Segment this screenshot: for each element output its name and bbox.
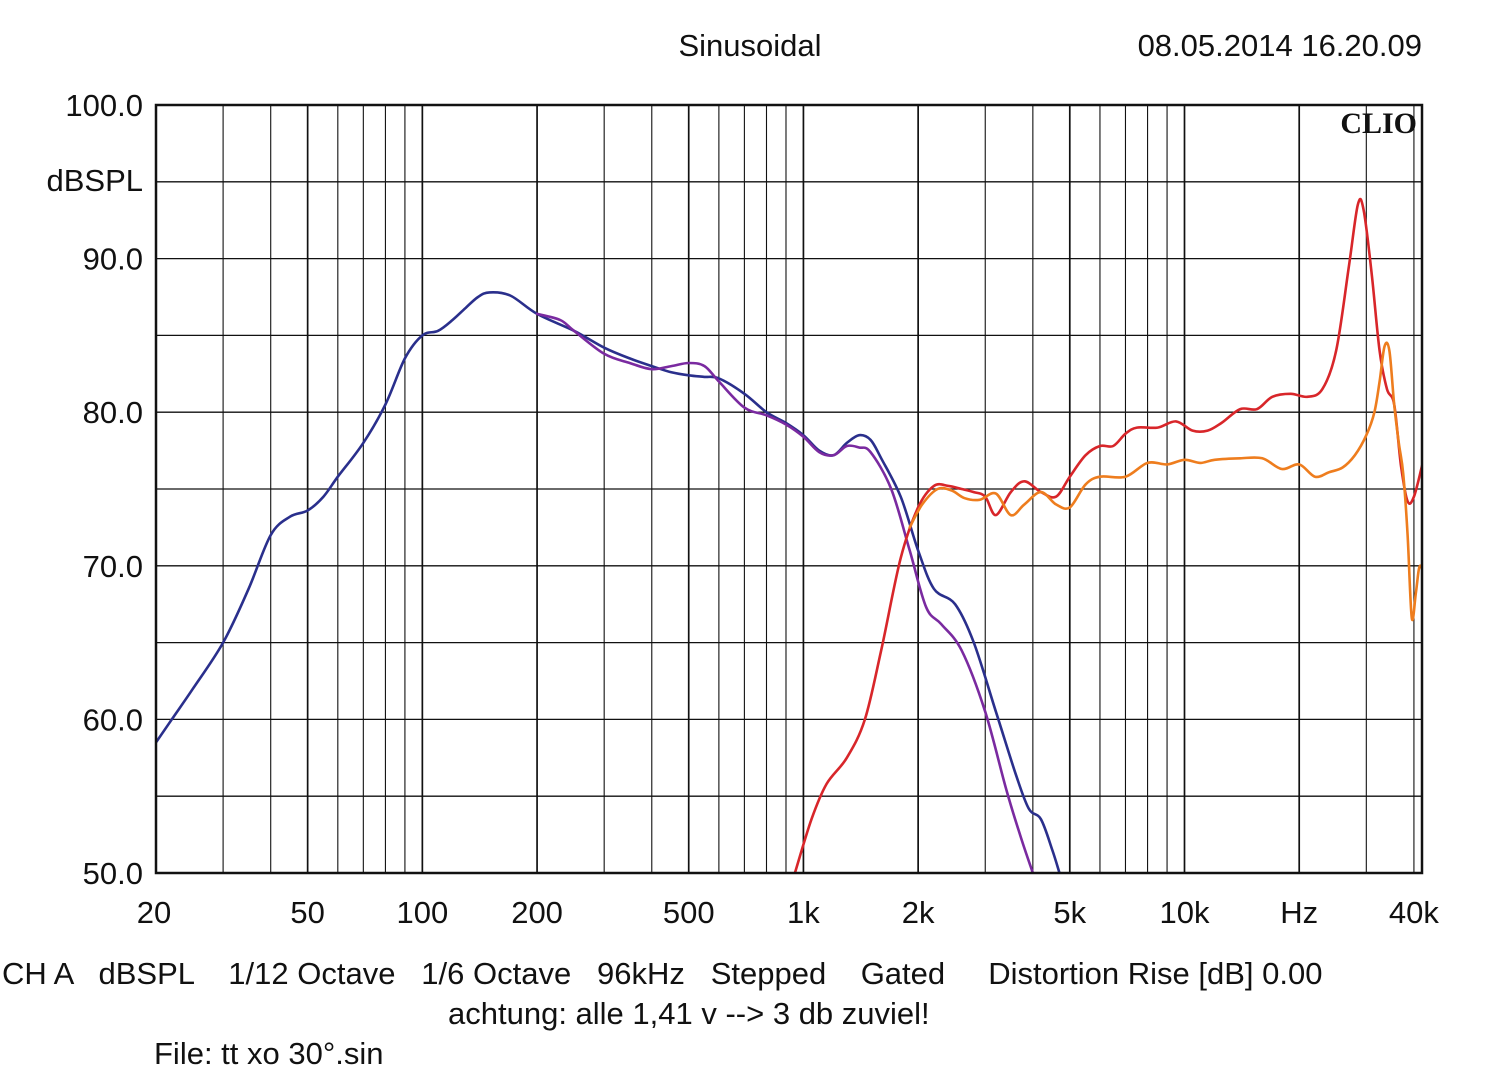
x-tick-label: 10k — [1160, 895, 1210, 930]
x-tick-label: 50 — [290, 895, 324, 930]
series-line-2 — [535, 312, 1035, 873]
x-tick-label: 2k — [902, 895, 935, 930]
y-tick-label: 70.0 — [83, 549, 143, 584]
plot-grid — [156, 105, 1422, 873]
y-tick-label: 80.0 — [83, 395, 143, 430]
note-line: achtung: alle 1,41 v --> 3 db zuviel! — [448, 996, 930, 1031]
file-name-line: File: tt xo 30°.sin — [154, 1036, 384, 1071]
y-axis-ticks: 100.0 90.0 80.0 70.0 60.0 50.0 — [65, 88, 143, 891]
y-axis-label: dBSPL — [46, 163, 143, 198]
x-tick-label: 1k — [787, 895, 820, 930]
x-axis-ticks: 20 50 100 200 500 1k 2k 5k 10k Hz 40k — [137, 895, 1440, 930]
measurement-settings-line: CH A dBSPL 1/12 Octave 1/6 Octave 96kHz … — [2, 956, 1323, 991]
y-tick-label: 60.0 — [83, 702, 143, 737]
y-tick-label: 90.0 — [83, 242, 143, 277]
chart-title: Sinusoidal — [678, 28, 821, 63]
clio-logo: CLIO — [1340, 107, 1417, 140]
x-tick-label: 5k — [1053, 895, 1086, 930]
y-tick-label: 100.0 — [65, 88, 143, 123]
plot-frame — [154, 103, 1424, 875]
x-tick-label: 500 — [663, 895, 715, 930]
plot-series — [156, 197, 1422, 873]
x-tick-label: Hz — [1280, 895, 1318, 930]
x-tick-label: 20 — [137, 895, 171, 930]
x-tick-label: 200 — [511, 895, 563, 930]
series-line-1 — [156, 290, 1061, 873]
series-line-4 — [908, 341, 1422, 622]
series-line-3 — [793, 197, 1422, 873]
y-tick-label: 50.0 — [83, 856, 143, 891]
x-tick-label: 100 — [396, 895, 448, 930]
timestamp: 08.05.2014 16.20.09 — [1138, 28, 1422, 63]
x-tick-label: 40k — [1389, 895, 1439, 930]
